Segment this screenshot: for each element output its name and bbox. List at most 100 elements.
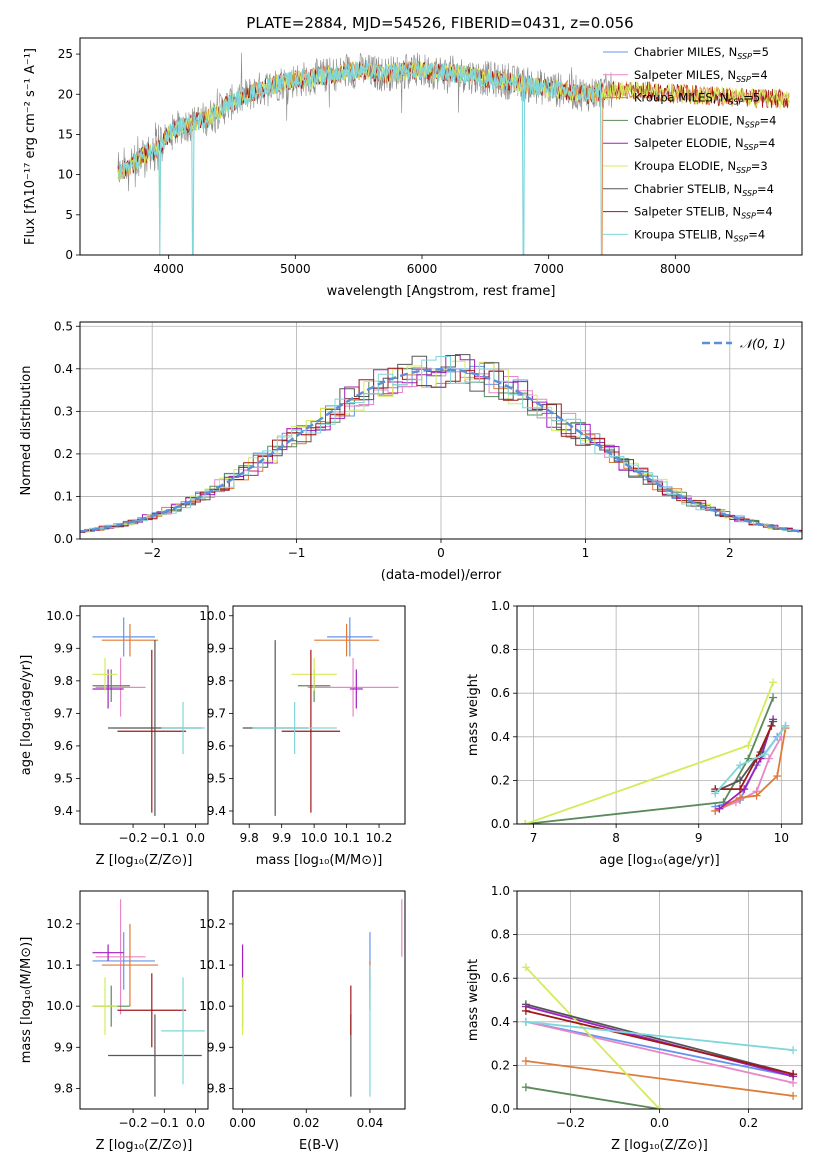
y-tick-label: 10.1: [46, 958, 73, 972]
y-tick-label: 10.0: [199, 609, 226, 623]
legend-label-sub: SSP: [737, 52, 752, 61]
x-tick-label: 7: [530, 831, 538, 845]
legend-label: 𝒩(0, 1): [740, 336, 786, 351]
x-tick-label: −0.2: [556, 1116, 585, 1130]
x-tick-label: 9.9: [272, 831, 291, 845]
x-tick-label: 0.0: [650, 1116, 669, 1130]
y-tick-label: 9.8: [54, 1081, 73, 1095]
legend-label: Chabrier ELODIE, NSSP=4: [634, 113, 776, 129]
y-tick-label: 0.2: [491, 1058, 510, 1072]
series-kroupa-elodie: [521, 963, 664, 1109]
y-tick-label: 0.0: [491, 1102, 510, 1116]
spectrum-legend: Chabrier MILES, NSSP=5 Salpeter MILES, NS…: [603, 45, 776, 243]
x-tick-label: 2: [726, 546, 734, 560]
series-line: [525, 1020, 794, 1084]
x-tick-label: 0.00: [229, 1116, 256, 1130]
x-tick-label: −0.2: [119, 831, 148, 845]
errorbar-salpeter-elodie: [92, 944, 124, 961]
series-line: [525, 1020, 794, 1051]
residual-legend: 𝒩(0, 1): [702, 336, 786, 351]
legend-label-tail: =5: [743, 91, 760, 105]
errorbar-kroupa-stelib: [161, 701, 205, 755]
y-tick-label: 0.6: [491, 686, 510, 700]
legend-label-main: Salpeter ELODIE, N: [634, 136, 744, 150]
axes-frame: [79, 890, 209, 1110]
y-tick-label: 9.9: [54, 641, 73, 655]
errorbar-salpeter-stelib: [117, 649, 187, 813]
errorbar-salpeter-elodie: [349, 669, 363, 709]
legend-label-tail: =4: [751, 68, 768, 82]
legend-label-sub: SSP: [742, 189, 757, 198]
legend-label-sub: SSP: [741, 212, 756, 221]
y-tick-label: 10.2: [46, 917, 73, 931]
y-tick-label: 10.1: [199, 958, 226, 972]
x-axis-label: age [log₁₀(age/yr)]: [599, 853, 720, 868]
panel-age-vs-Z: −0.2 −0.1 0.0 9.4 9.5 9.6 9.7 9.8 9.9 10.0 Z [log₁…: [19, 605, 209, 868]
y-tick-label: 9.8: [207, 1081, 226, 1095]
series-salpeter-stelib: [521, 1006, 798, 1079]
y-tick-label: 25: [58, 47, 73, 61]
x-axis-label: Z [log₁₀(Z/Z⊙)]: [611, 1138, 708, 1153]
legend-label-sub: SSP: [744, 143, 759, 152]
x-tick-label: −0.1: [150, 831, 179, 845]
x-tick-label: 4000: [153, 262, 184, 276]
legend-label-sub: SSP: [736, 166, 751, 175]
axes-frame: [232, 890, 406, 1110]
y-tick-label: 9.9: [207, 641, 226, 655]
panel-residuals: −2 −1 0 1 2 0.0 0.1 0.2 0.3 0.4 0.5 (data-model)/er…: [19, 319, 803, 583]
y-tick-label: 0.6: [491, 971, 510, 985]
axes-frame: [79, 37, 803, 256]
panel-age-vs-mass: 9.8 9.9 10.0 10.1 10.2 9.4 9.5 9.6 9.7 9.8 9.9 10.0…: [199, 605, 406, 868]
errorbar-chabrier-miles: [327, 617, 373, 657]
x-tick-label: 8000: [660, 262, 691, 276]
errorbar-kroupa-elodie: [92, 977, 118, 1035]
y-tick-label: 10.0: [199, 999, 226, 1013]
y-tick-label: 10: [58, 168, 73, 182]
x-tick-label: 9.8: [240, 831, 259, 845]
legend-label-sub: SSP: [736, 75, 751, 84]
errorbar-chabrier-stelib: [108, 1014, 202, 1097]
errorbar-kroupa-miles: [101, 623, 159, 657]
x-tick-label: 0.0: [186, 831, 205, 845]
legend-label-tail: =4: [748, 227, 765, 241]
x-axis-label: Z [log₁₀(Z/Z⊙)]: [96, 853, 193, 868]
x-tick-label: −0.1: [150, 1116, 179, 1130]
y-tick-label: 1.0: [491, 884, 510, 898]
y-tick-label: 9.7: [207, 706, 226, 720]
x-tick-label: 8: [612, 831, 620, 845]
y-tick-label: 9.6: [207, 739, 226, 753]
series-kroupa-stelib: [711, 721, 790, 798]
legend-label-tail: =4: [758, 136, 775, 150]
legend-label: Salpeter STELIB, NSSP=4: [634, 205, 773, 221]
x-tick-label: 0: [437, 546, 445, 560]
series-kroupa-miles: [521, 1057, 798, 1100]
legend-label-tail: =5: [752, 45, 769, 59]
legend-label: Salpeter MILES, NSSP=4: [634, 68, 768, 84]
legend-label-sub: SSP: [745, 120, 760, 129]
legend-label: Chabrier MILES, NSSP=5: [634, 45, 769, 61]
legend-label-main: Kroupa STELIB, N: [634, 227, 734, 241]
legend-label: Salpeter ELODIE, NSSP=4: [634, 136, 775, 152]
x-tick-label: 10.0: [301, 831, 328, 845]
series-kroupa-elodie: [521, 678, 778, 824]
axes-frame: [516, 890, 803, 1110]
x-axis-label: mass [log₁₀(M/M⊙)]: [256, 853, 383, 868]
errorbar-salpeter-miles: [307, 658, 399, 717]
y-tick-label: 0.2: [491, 773, 510, 787]
series-line: [525, 697, 774, 824]
panel-spectrum: 4000 5000 6000 7000 8000 0 5 10 15 20 25 wavelength…: [23, 37, 803, 299]
legend-label-sub: SSP: [729, 98, 744, 107]
errorbar-salpeter-stelib: [117, 973, 187, 1048]
series-kroupa-stelib: [521, 1017, 798, 1055]
y-axis-label: age [log₁₀(age/yr)]: [19, 655, 34, 776]
y-tick-label: 9.8: [54, 674, 73, 688]
x-tick-label: −2: [143, 546, 161, 560]
errorbar-chabrier-miles: [92, 617, 155, 657]
legend-label-tail: =4: [757, 182, 774, 196]
x-tick-label: −1: [288, 546, 306, 560]
x-tick-label: 0.0: [186, 1116, 205, 1130]
y-tick-label: 15: [58, 127, 73, 141]
errorbar-kroupa-miles: [314, 623, 380, 657]
y-tick-label: 9.5: [207, 771, 226, 785]
